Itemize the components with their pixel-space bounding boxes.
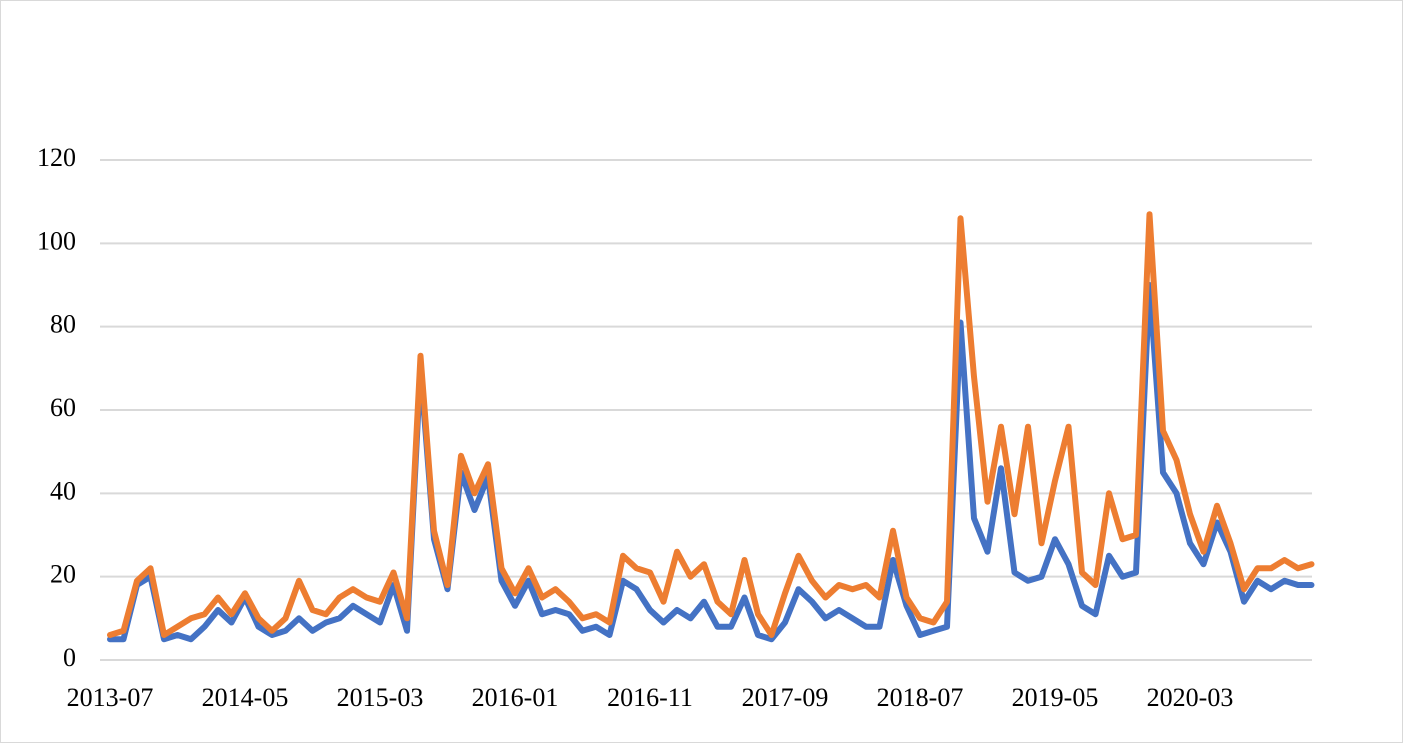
x-tick-label: 2019-05	[1012, 683, 1099, 712]
y-tick-label: 20	[50, 560, 76, 589]
series-line	[107, 211, 1315, 638]
x-tick-label: 2016-11	[607, 683, 693, 712]
x-tick-label: 2017-09	[742, 683, 829, 712]
y-tick-label: 60	[50, 393, 76, 422]
y-tick-label: 80	[50, 310, 76, 339]
x-tick-label: 2016-01	[472, 683, 559, 712]
x-tick-label: 2020-03	[1147, 683, 1234, 712]
x-tick-label: 2014-05	[202, 683, 289, 712]
x-tick-label: 2018-07	[877, 683, 964, 712]
y-tick-label: 0	[63, 643, 76, 672]
x-tick-label: 2013-07	[67, 683, 154, 712]
series-line	[107, 282, 1315, 643]
y-tick-label: 120	[37, 143, 76, 172]
y-tick-label: 100	[37, 226, 76, 255]
x-tick-label: 2015-03	[337, 683, 424, 712]
y-tick-label: 40	[50, 476, 76, 505]
